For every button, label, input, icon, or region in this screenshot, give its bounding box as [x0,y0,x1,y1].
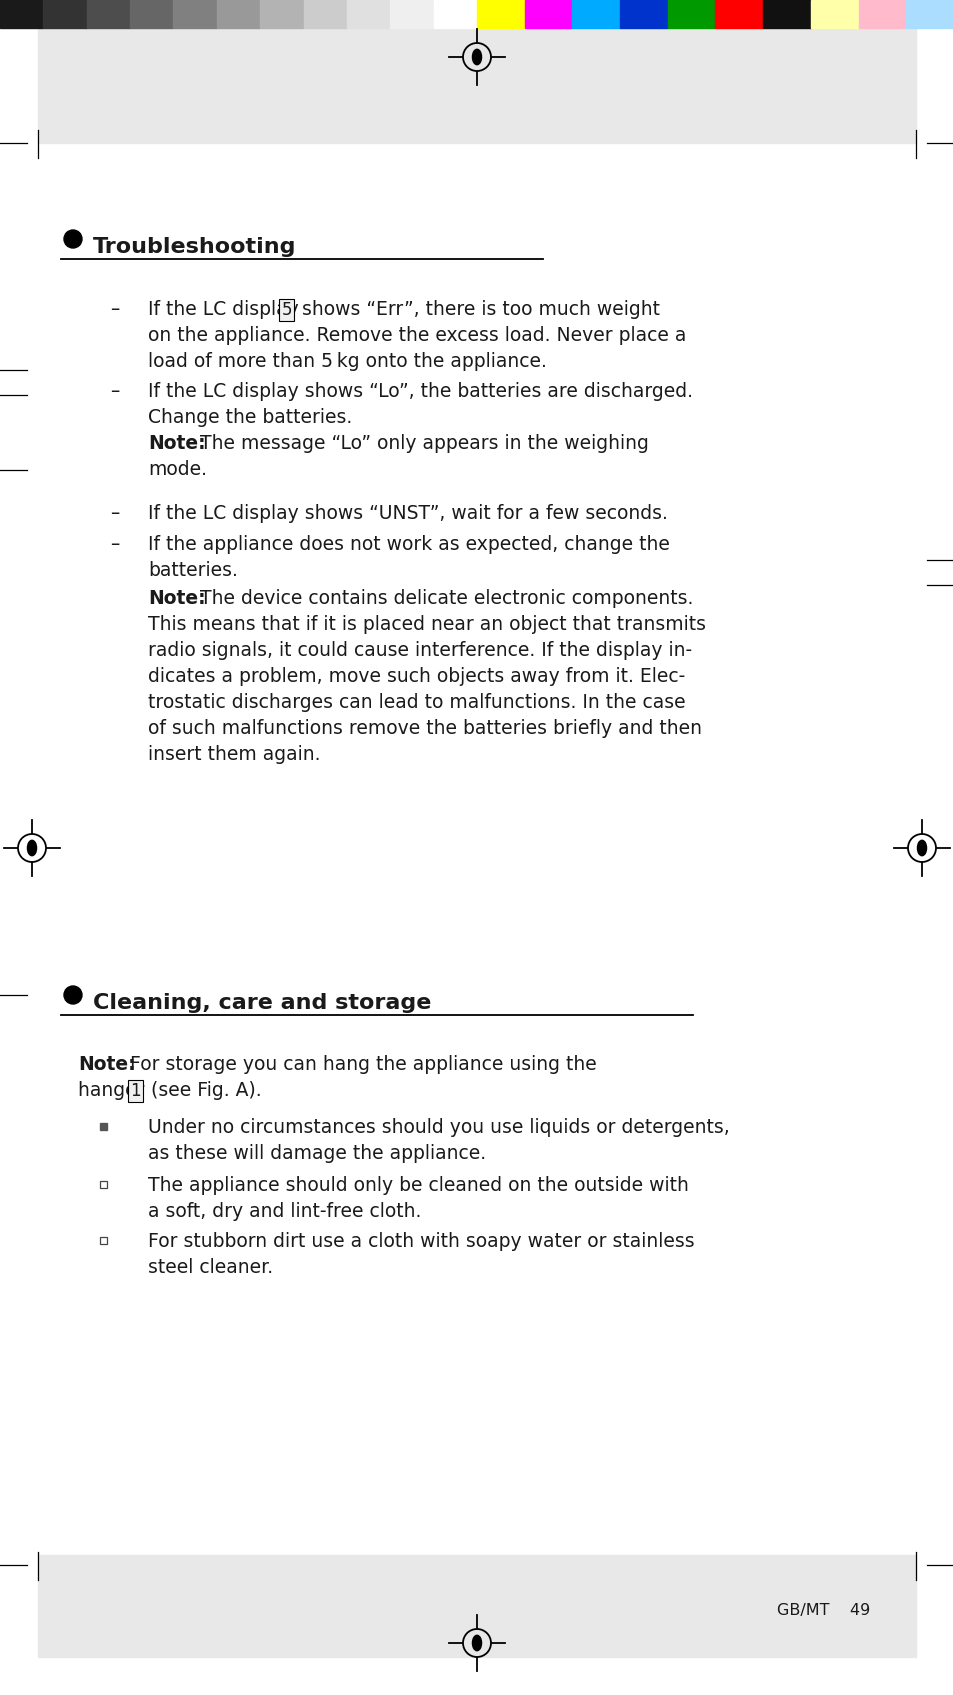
Text: Note:: Note: [148,434,206,453]
Text: The message “Lo” only appears in the weighing: The message “Lo” only appears in the wei… [193,434,648,453]
Text: shows “Err”, there is too much weight: shows “Err”, there is too much weight [296,300,659,319]
Text: of such malfunctions remove the batteries briefly and then: of such malfunctions remove the batterie… [148,719,701,737]
Ellipse shape [28,841,36,856]
Text: dicates a problem, move such objects away from it. Elec-: dicates a problem, move such objects awa… [148,668,684,686]
Circle shape [64,231,82,247]
Bar [810,0,858,29]
Bar [524,0,572,29]
Text: If the LC display: If the LC display [148,300,304,319]
Text: (see Fig. A).: (see Fig. A). [145,1081,262,1100]
Text: For stubborn dirt use a cloth with soapy water or stainless: For stubborn dirt use a cloth with soapy… [148,1232,694,1251]
Bar [434,0,476,29]
Bar [38,1554,915,1658]
Text: –: – [110,300,119,319]
Bar [87,0,130,29]
Text: The device contains delicate electronic components.: The device contains delicate electronic … [193,588,693,609]
Bar [100,1124,107,1131]
Text: a soft, dry and lint-free cloth.: a soft, dry and lint-free cloth. [148,1202,421,1220]
Text: –: – [110,503,119,524]
Bar [476,0,524,29]
Bar [130,0,173,29]
Text: batteries.: batteries. [148,561,237,580]
Bar [38,29,915,142]
Text: If the LC display shows “UNST”, wait for a few seconds.: If the LC display shows “UNST”, wait for… [148,503,667,524]
Text: steel cleaner.: steel cleaner. [148,1258,273,1276]
Text: hanger: hanger [78,1081,151,1100]
Bar [572,0,619,29]
Bar [100,1237,107,1244]
Text: The appliance should only be cleaned on the outside with: The appliance should only be cleaned on … [148,1176,688,1195]
Text: 1: 1 [131,1081,141,1100]
Text: For storage you can hang the appliance using the: For storage you can hang the appliance u… [124,1054,597,1075]
Text: trostatic discharges can lead to malfunctions. In the case: trostatic discharges can lead to malfunc… [148,693,685,712]
Ellipse shape [472,1636,481,1651]
Bar [905,0,953,29]
Text: load of more than 5 kg onto the appliance.: load of more than 5 kg onto the applianc… [148,353,546,371]
Text: Note:: Note: [148,588,206,609]
Text: Troubleshooting: Troubleshooting [92,237,296,258]
Circle shape [64,986,82,1003]
Text: Under no circumstances should you use liquids or detergents,: Under no circumstances should you use li… [148,1119,729,1137]
Text: If the appliance does not work as expected, change the: If the appliance does not work as expect… [148,536,669,554]
Bar [715,0,762,29]
Bar [303,0,347,29]
Text: on the appliance. Remove the excess load. Never place a: on the appliance. Remove the excess load… [148,325,685,346]
Text: insert them again.: insert them again. [148,746,320,764]
Ellipse shape [472,49,481,64]
Text: mode.: mode. [148,459,207,480]
Bar [43,0,87,29]
Text: –: – [110,381,119,402]
Bar [347,0,390,29]
Bar [0,0,43,29]
Bar [390,0,434,29]
Bar [260,0,303,29]
Text: Note:: Note: [78,1054,135,1075]
Text: Cleaning, care and storage: Cleaning, care and storage [92,993,431,1014]
Text: If the LC display shows “Lo”, the batteries are discharged.: If the LC display shows “Lo”, the batter… [148,381,692,402]
Text: Change the batteries.: Change the batteries. [148,408,352,427]
Bar [619,0,667,29]
Text: radio signals, it could cause interference. If the display in-: radio signals, it could cause interferen… [148,641,691,659]
Bar [667,0,715,29]
Text: as these will damage the appliance.: as these will damage the appliance. [148,1144,486,1163]
Bar [858,0,905,29]
Bar [216,0,260,29]
Text: 5: 5 [281,302,292,319]
Text: –: – [110,536,119,554]
Bar [100,1181,107,1188]
Text: GB/MT    49: GB/MT 49 [776,1602,869,1617]
Bar [762,0,810,29]
Bar [173,0,216,29]
Text: This means that if it is placed near an object that transmits: This means that if it is placed near an … [148,615,705,634]
Ellipse shape [917,841,925,856]
